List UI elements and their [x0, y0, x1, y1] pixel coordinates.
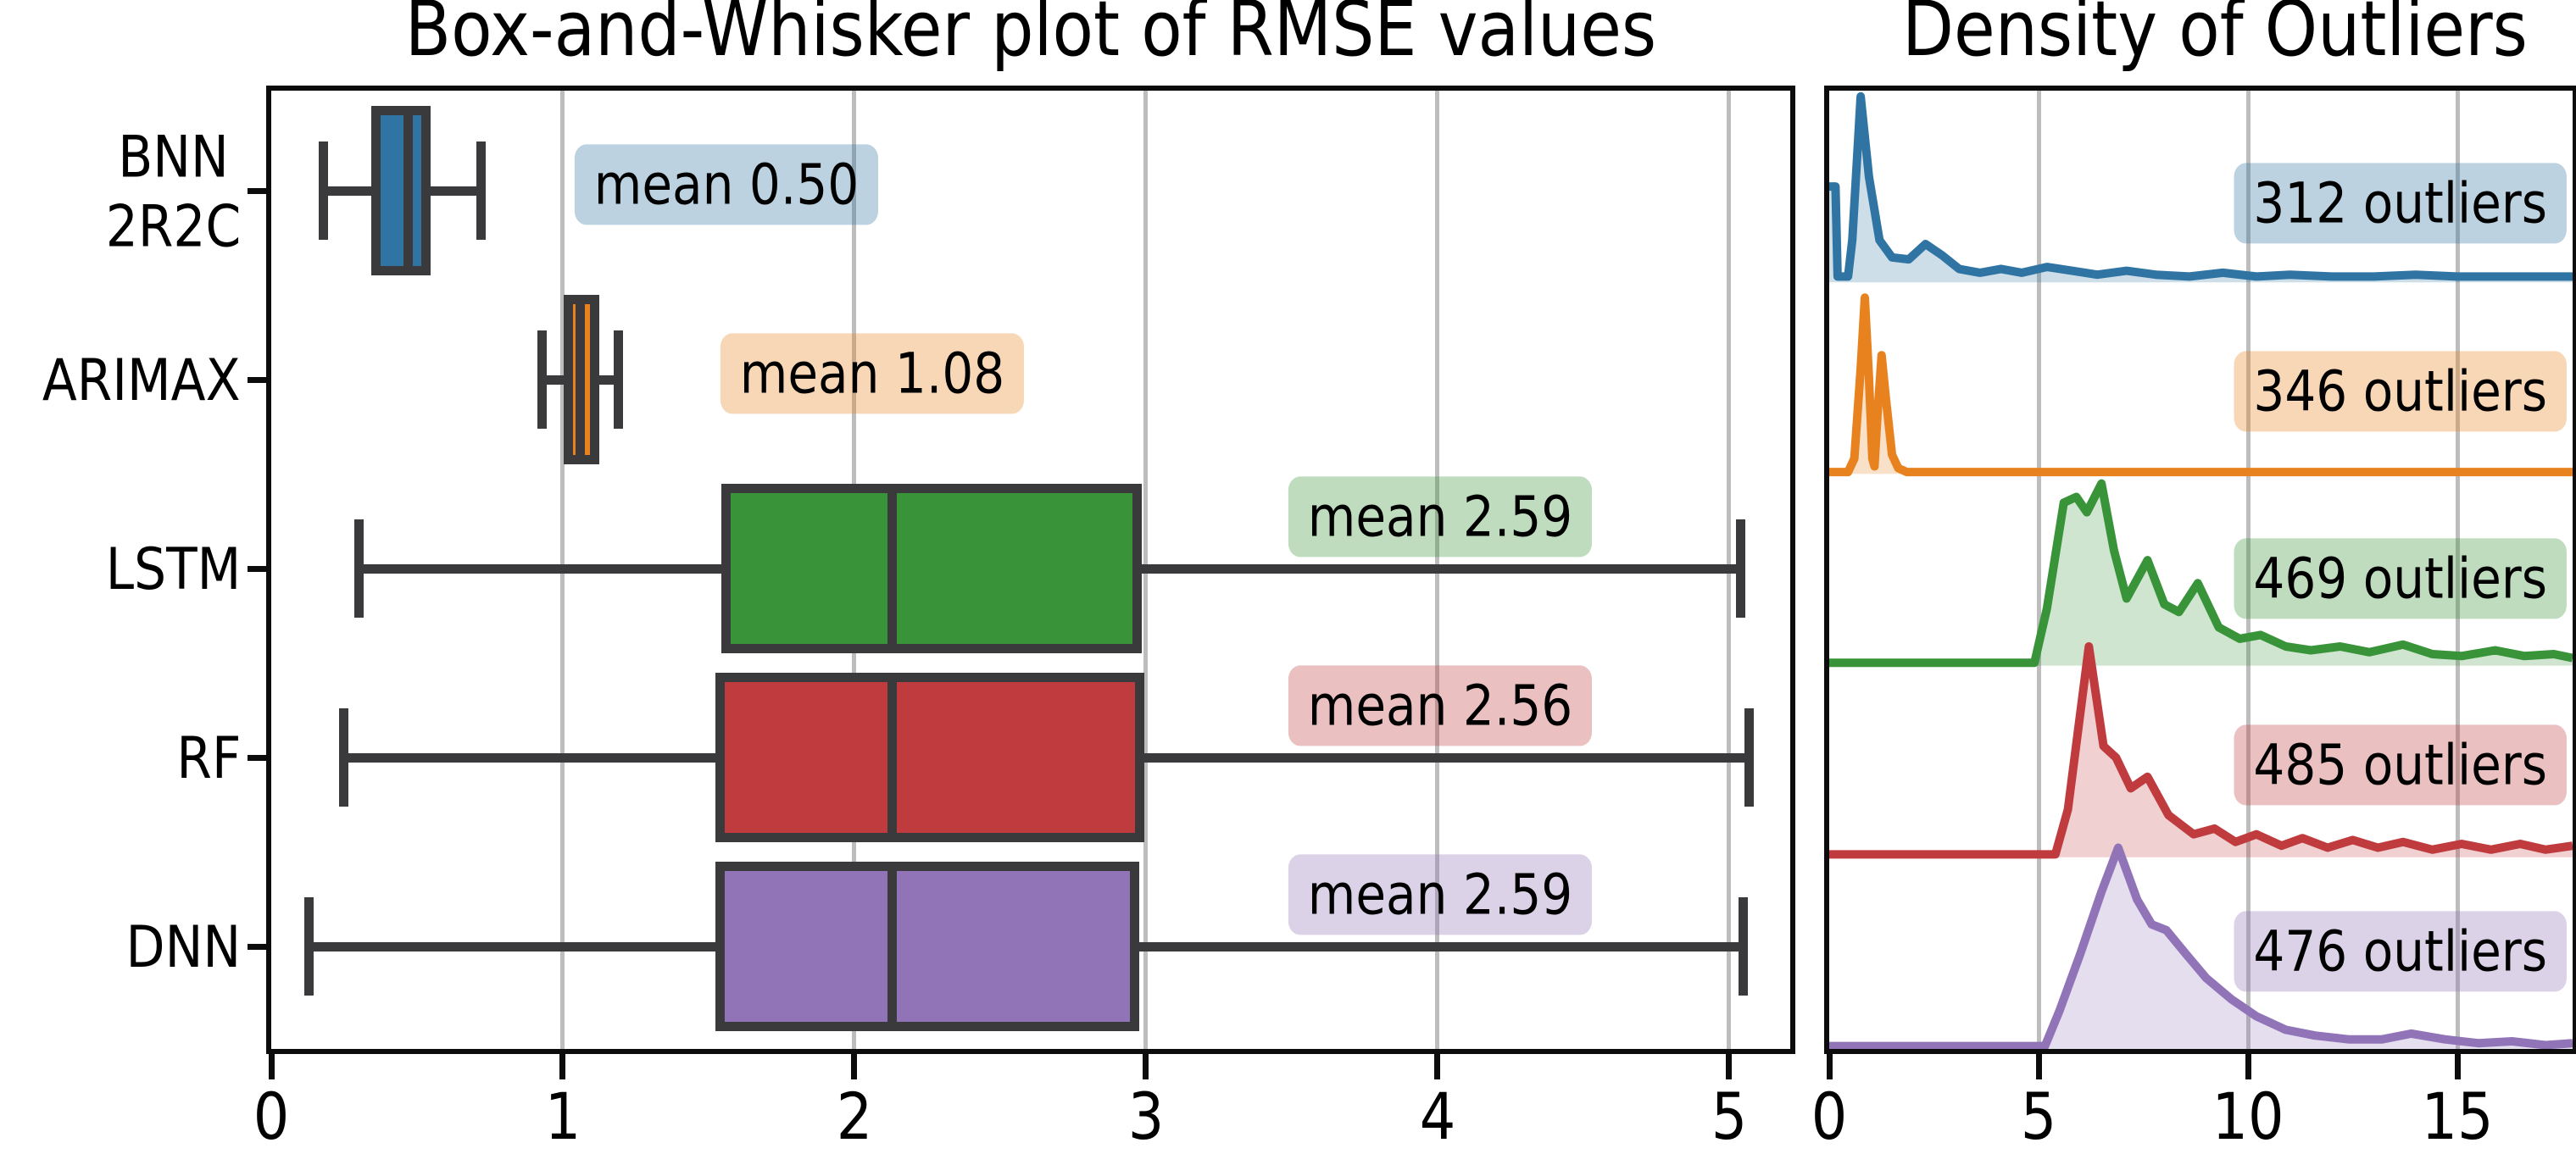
y-axis-label-line: DNN — [125, 914, 241, 982]
outlier-count-label: 312 outliers — [2234, 163, 2567, 244]
x-tick-mark — [1826, 1054, 1833, 1079]
y-axis-label-lstm: LSTM — [105, 535, 241, 605]
y-tick-mark — [248, 565, 271, 572]
whisker-cap-low — [537, 330, 548, 429]
box-lstm — [721, 484, 1143, 653]
outlier-count-label: 346 outliers — [2234, 351, 2567, 432]
y-tick-mark — [248, 754, 271, 761]
gridline-x15 — [2455, 91, 2460, 1049]
outlier-count-label: 469 outliers — [2234, 538, 2567, 619]
whisker-line-low — [343, 752, 721, 763]
outlier-count-label: 476 outliers — [2234, 911, 2567, 992]
whisker-line-low — [542, 374, 569, 385]
y-tick-mark — [248, 376, 271, 383]
density-curve — [1829, 642, 2573, 859]
mean-label: mean 2.59 — [1288, 476, 1593, 558]
y-axis-label-dnn: DNN — [125, 913, 241, 983]
mean-label: mean 2.59 — [1288, 854, 1593, 935]
x-tick-mark — [559, 1054, 566, 1079]
median-line — [576, 304, 586, 455]
density-fill — [1829, 483, 2573, 666]
mean-label: mean 0.50 — [574, 144, 878, 225]
whisker-line-low — [323, 186, 376, 196]
density-title: Density of Outliers — [1902, 0, 2528, 74]
whisker-line-high — [594, 374, 619, 385]
density-panel — [1824, 86, 2576, 1054]
whisker-line-high — [1137, 563, 1741, 574]
y-tick-mark — [248, 187, 271, 194]
y-axis-label-line: BNN — [117, 124, 229, 191]
x-tick-label: 0 — [1811, 1079, 1848, 1154]
gridline-x10 — [2245, 91, 2251, 1049]
y-axis-label-arimax: ARIMAX — [42, 347, 241, 416]
x-tick-label: 4 — [1419, 1079, 1456, 1154]
density-curves — [1829, 92, 2573, 1049]
box-rf — [715, 673, 1145, 842]
median-line — [887, 871, 898, 1022]
x-tick-mark — [2245, 1054, 2251, 1079]
y-axis-label-line: LSTM — [105, 536, 241, 604]
whisker-cap-low — [353, 519, 364, 618]
x-tick-label: 3 — [1127, 1079, 1165, 1154]
whisker-cap-high — [1744, 708, 1755, 807]
whisker-cap-low — [304, 897, 314, 996]
x-tick-mark — [2035, 1054, 2042, 1079]
whisker-cap-low — [339, 708, 349, 807]
x-tick-mark — [851, 1054, 858, 1079]
x-tick-label: 5 — [2020, 1079, 2057, 1154]
x-tick-mark — [2454, 1054, 2461, 1079]
x-tick-mark — [268, 1054, 275, 1079]
x-tick-label: 10 — [2212, 1079, 2284, 1154]
whisker-line-high — [426, 186, 481, 196]
whisker-cap-high — [1739, 897, 1749, 996]
y-axis-label-line: RF — [175, 725, 241, 793]
x-tick-label: 2 — [836, 1079, 873, 1154]
x-tick-label: 1 — [544, 1079, 581, 1154]
whisker-line-high — [1134, 941, 1744, 951]
whisker-cap-low — [319, 141, 329, 240]
density-curve — [1829, 293, 2573, 477]
whisker-line-low — [359, 563, 726, 574]
density-fill — [1829, 847, 2573, 1049]
whisker-line-low — [309, 941, 721, 951]
median-line — [403, 115, 414, 266]
gridline-x5 — [2036, 91, 2041, 1049]
mean-label: mean 1.08 — [720, 333, 1024, 414]
y-axis-label-line: 2R2C — [105, 193, 241, 260]
boxplot-title: Box-and-Whisker plot of RMSE values — [404, 0, 1657, 74]
median-line — [887, 493, 898, 644]
whisker-line-high — [1139, 752, 1750, 763]
density-curve — [1829, 92, 2573, 281]
y-tick-mark — [248, 943, 271, 950]
y-axis-label-bnn2r2c: BNN 2R2C — [105, 123, 241, 261]
density-fill — [1829, 96, 2573, 283]
x-tick-mark — [1143, 1054, 1149, 1079]
whisker-cap-high — [476, 141, 487, 240]
y-axis-label-rf: RF — [176, 724, 241, 794]
x-tick-label: 5 — [1711, 1079, 1748, 1154]
x-tick-mark — [1434, 1054, 1441, 1079]
box-dnn — [715, 862, 1139, 1031]
whisker-cap-high — [1736, 519, 1746, 618]
median-line — [887, 682, 898, 833]
x-tick-label: 15 — [2421, 1079, 2494, 1154]
density-curve — [1829, 843, 2573, 1049]
density-curve — [1829, 479, 2573, 668]
x-tick-mark — [1726, 1054, 1733, 1079]
y-axis-label-line: ARIMAX — [42, 347, 241, 415]
mean-label: mean 2.56 — [1288, 665, 1593, 746]
x-tick-label: 0 — [253, 1079, 290, 1154]
box-bnn-2r2c — [371, 106, 431, 275]
whisker-cap-high — [613, 330, 623, 429]
outlier-count-label: 485 outliers — [2234, 724, 2567, 806]
